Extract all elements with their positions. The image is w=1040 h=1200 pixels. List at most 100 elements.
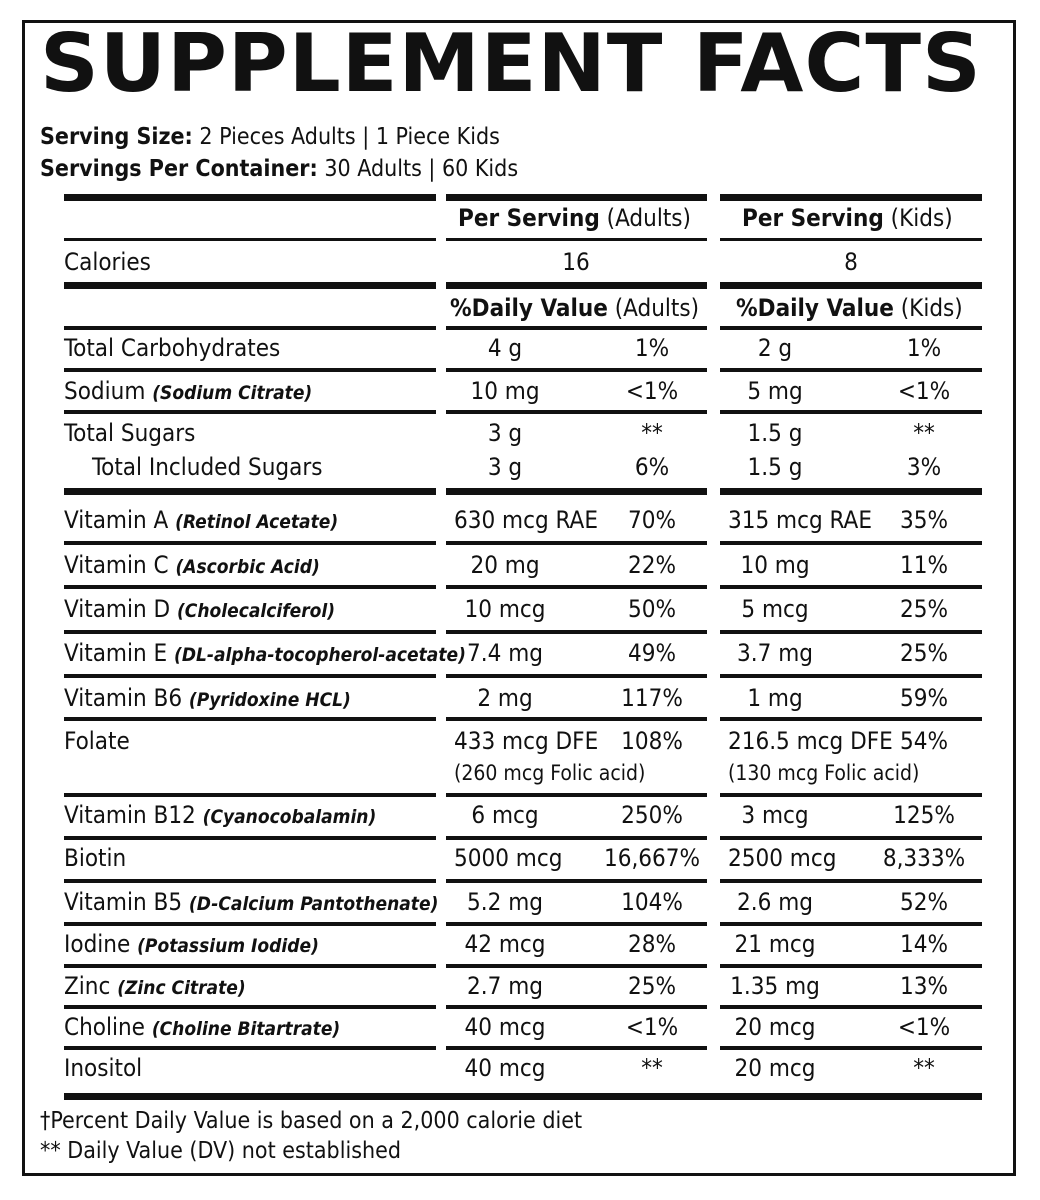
rule-row-10-name-col <box>64 793 436 797</box>
kids-dv: <1% <box>897 377 951 405</box>
nutrient-name: Vitamin C <box>64 551 169 579</box>
adults-amount: 2 mg <box>477 684 533 712</box>
nutrient-source: (Choline Bitartrate) <box>151 1018 341 1040</box>
nutrient-name: Sodium <box>64 377 146 405</box>
kids-dv: 14% <box>900 930 948 958</box>
serving-size-label: Serving Size: <box>40 124 193 150</box>
rule-row-11-name-col <box>64 836 436 840</box>
rule-row-6-adults-col <box>446 585 707 589</box>
rule-row-15-kids-col <box>720 1005 982 1009</box>
rule-row-6-kids-col <box>720 585 982 589</box>
row-name: Inositol <box>64 1056 142 1080</box>
rule-row-4-adults-col <box>446 488 707 495</box>
rule-row-7-name-col <box>64 630 436 634</box>
calories-label: Calories <box>64 248 151 276</box>
rule-row-12-kids-col <box>720 879 982 883</box>
kids-dv: 125% <box>893 801 955 829</box>
kids-dv: 1% <box>906 334 942 362</box>
nutrient-name: Inositol <box>64 1054 143 1082</box>
rule-row-8-name-col <box>64 674 436 678</box>
kids-dv: 3% <box>906 453 942 481</box>
kids-dv: 8,333% <box>882 844 966 872</box>
nutrient-source: (Cholecalciferol) <box>177 600 336 622</box>
adults-amount: 20 mg <box>470 551 540 579</box>
adults-amount: 6 mcg <box>471 801 539 829</box>
row-name: Vitamin B6 (Pyridoxine HCL) <box>64 686 351 710</box>
rule-row-7-adults-col <box>446 630 707 634</box>
kids-amount: 1.5 g <box>747 453 803 481</box>
rule-cal-adults-col <box>446 238 707 241</box>
header-dv-adults: %Daily Value (Adults) <box>450 296 699 320</box>
rule-row-14-adults-col <box>446 964 707 968</box>
rule-row-4-kids-col <box>720 488 982 495</box>
servings-per-container-value: 30 Adults | 60 Kids <box>324 156 519 182</box>
adults-amount: 7.4 mg <box>467 639 543 667</box>
nutrient-name: Choline <box>64 1013 145 1041</box>
rule-row-7-kids-col <box>720 630 982 634</box>
header-dv-kids-bold: %Daily Value <box>736 294 894 322</box>
kids-amount: 2 g <box>757 334 793 362</box>
row-name: Vitamin B12 (Cyanocobalamin) <box>64 803 376 827</box>
nutrient-source: (Cyanocobalamin) <box>202 806 377 828</box>
adults-dv: 49% <box>628 639 676 667</box>
kids-amount: 1.5 g <box>747 419 803 447</box>
kids-amount: 10 mg <box>740 551 810 579</box>
adults-dv: <1% <box>625 1013 679 1041</box>
supplement-facts-panel <box>22 20 1016 1176</box>
adults-amount: 42 mcg <box>464 930 546 958</box>
kids-amount: 3.7 mg <box>737 639 813 667</box>
rule-row-5-kids-col <box>720 541 982 545</box>
rule-row-16-kids-col <box>720 1046 982 1050</box>
adults-dv: 104% <box>621 888 683 916</box>
header-per-serving-kids: Per Serving (Kids) <box>742 206 953 230</box>
rule-row-2-adults-col <box>446 410 707 414</box>
kids-dv: 54% <box>900 727 948 755</box>
rule-row-2-name-col <box>64 410 436 414</box>
rule-row-8-kids-col <box>720 674 982 678</box>
servings-per-container: Servings Per Container: 30 Adults | 60 K… <box>40 156 518 182</box>
adults-amount: 40 mcg <box>464 1054 546 1082</box>
rule-row-10-adults-col <box>446 793 707 797</box>
adults-amount: 2.7 mg <box>467 972 543 1000</box>
header-dv-kids: %Daily Value (Kids) <box>736 296 963 320</box>
rule-row-4-name-col <box>64 488 436 495</box>
adults-amount: 40 mcg <box>464 1013 546 1041</box>
rule-row-1-adults-col <box>446 368 707 372</box>
nutrient-name: Total Included Sugars <box>92 453 323 481</box>
adults-amount: 10 mcg <box>464 595 546 623</box>
nutrient-name: Vitamin B5 <box>64 888 183 916</box>
servings-per-container-label: Servings Per Container: <box>40 156 318 182</box>
kids-dv: ** <box>913 1054 935 1082</box>
rule-row-14-kids-col <box>720 964 982 968</box>
header-dv-kids-rest: (Kids) <box>900 294 963 322</box>
adults-dv: ** <box>641 1054 663 1082</box>
header-per-serving-adults-rest: (Adults) <box>606 204 691 232</box>
rule-row-11-kids-col <box>720 836 982 840</box>
adults-amount: 3 g <box>487 419 523 447</box>
rule-top-kids-col <box>720 194 982 201</box>
adults-dv: 250% <box>621 801 683 829</box>
nutrient-name: Biotin <box>64 844 127 872</box>
nutrient-name: Vitamin B6 <box>64 684 183 712</box>
nutrient-name: Zinc <box>64 972 111 1000</box>
rule-row-16-name-col <box>64 1046 436 1050</box>
row-name: Vitamin E (DL-alpha-tocopherol-acetate) <box>64 641 466 665</box>
rule-row-0-adults-col <box>446 326 707 330</box>
rule-row-12-adults-col <box>446 879 707 883</box>
adults-amount: 4 g <box>487 334 523 362</box>
nutrient-source: (D-Calcium Pantothenate) <box>188 893 439 915</box>
header-per-serving-kids-rest: (Kids) <box>890 204 953 232</box>
kids-amount: 2.6 mg <box>737 888 813 916</box>
kids-dv: ** <box>913 419 935 447</box>
adults-folic-acid: (260 mcg Folic acid) <box>454 761 646 785</box>
rule-row-1-kids-col <box>720 368 982 372</box>
footnote-1: †Percent Daily Value is based on a 2,000… <box>40 1108 583 1134</box>
rule-row-0-name-col <box>64 326 436 330</box>
kids-dv: 11% <box>900 551 948 579</box>
row-name: Total Carbohydrates <box>64 336 280 360</box>
rule-row-2-kids-col <box>720 410 982 414</box>
serving-size: Serving Size: 2 Pieces Adults | 1 Piece … <box>40 124 500 150</box>
row-name: Choline (Choline Bitartrate) <box>64 1015 340 1039</box>
kids-amount: 20 mcg <box>734 1013 816 1041</box>
kids-dv: 52% <box>900 888 948 916</box>
